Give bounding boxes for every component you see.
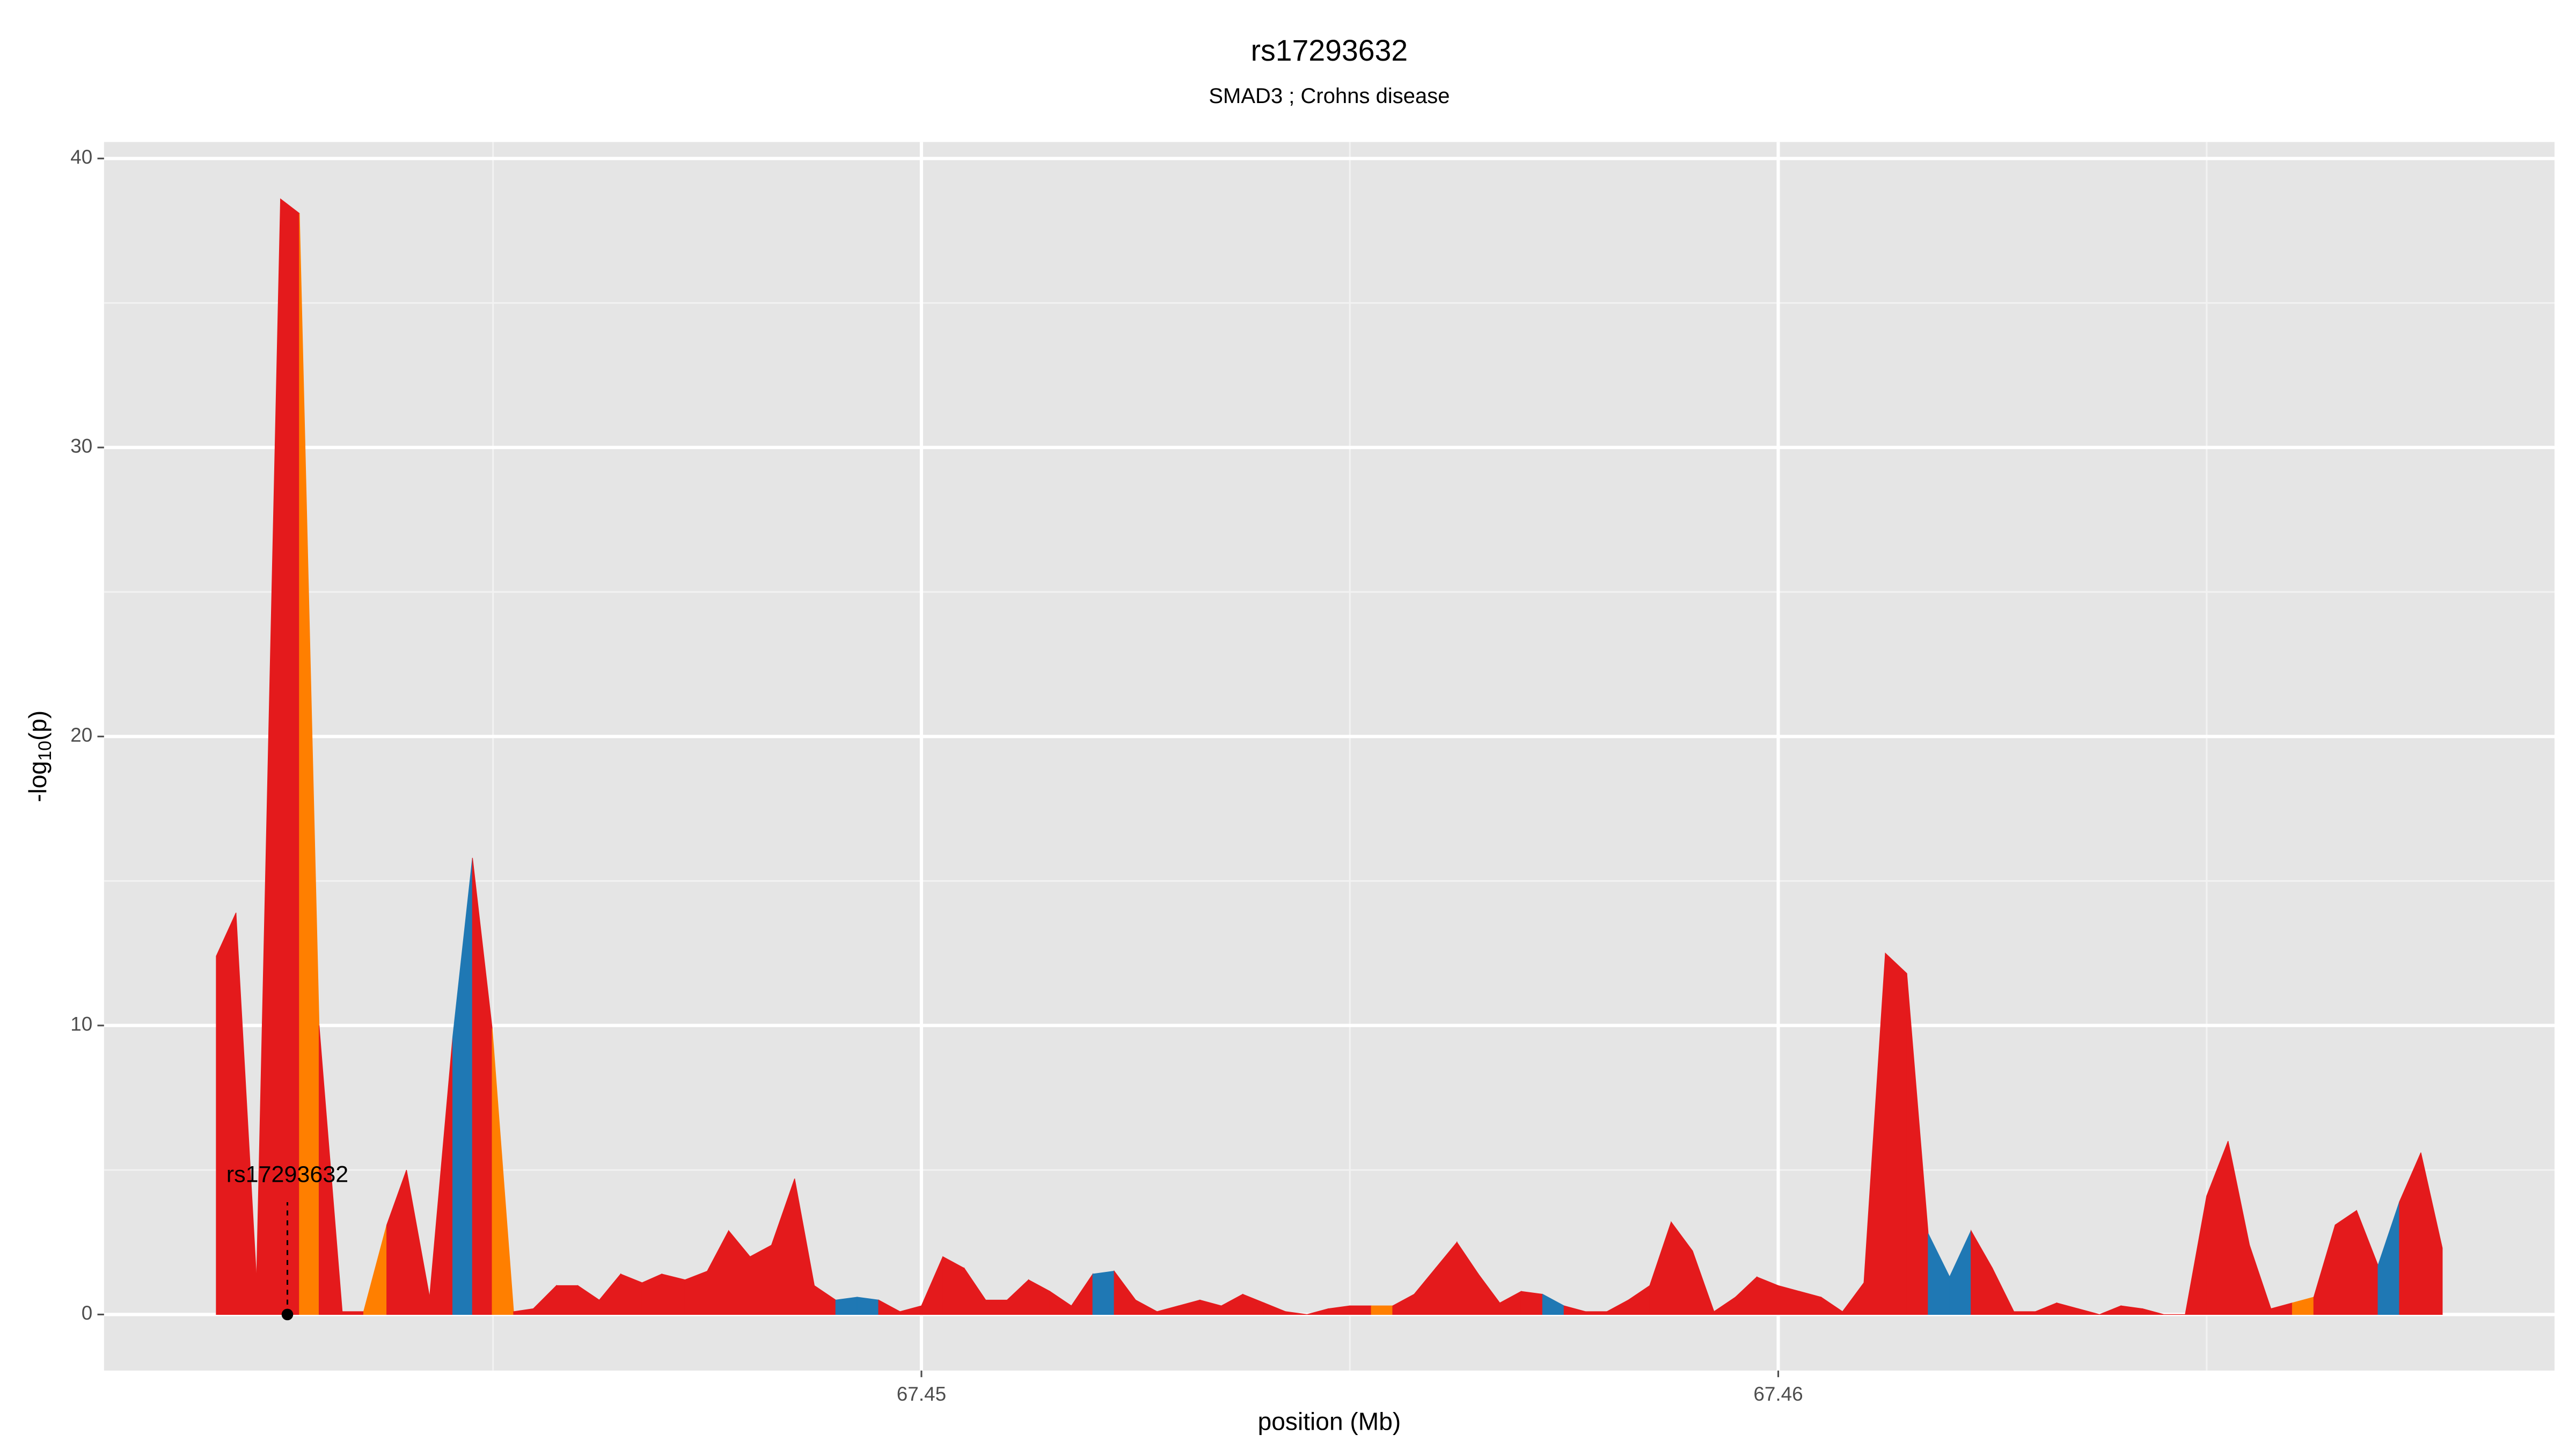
area-segment bbox=[750, 1245, 772, 1315]
area-segment bbox=[661, 1274, 685, 1315]
y-tick-label: 20 bbox=[70, 724, 92, 746]
area-segment bbox=[1349, 1305, 1372, 1315]
area-segment bbox=[985, 1299, 1008, 1315]
area-segment bbox=[1285, 1311, 1307, 1315]
y-tick-label: 30 bbox=[70, 435, 92, 457]
area-segment bbox=[556, 1285, 579, 1315]
y-tick-label: 10 bbox=[70, 1013, 92, 1035]
area-segment bbox=[1885, 952, 1907, 1315]
area-segment bbox=[342, 1311, 364, 1315]
area-segment bbox=[857, 1297, 879, 1315]
x-tick-label: 67.46 bbox=[1753, 1383, 1803, 1405]
area-segment bbox=[216, 912, 237, 1315]
y-tick-label: 0 bbox=[82, 1302, 93, 1324]
area-segment bbox=[1585, 1311, 1607, 1315]
area-segment bbox=[1371, 1305, 1393, 1315]
y-tick-label: 40 bbox=[70, 146, 92, 168]
y-label-subscript: 10 bbox=[35, 741, 55, 761]
area-segment bbox=[1092, 1270, 1115, 1315]
chart-title: rs17293632 bbox=[1251, 34, 1408, 67]
area-segment bbox=[2013, 1311, 2036, 1315]
area-segment bbox=[1520, 1291, 1543, 1315]
area-segment bbox=[2334, 1210, 2357, 1315]
x-tick-label: 67.45 bbox=[897, 1383, 946, 1405]
area-segment bbox=[2142, 1308, 2164, 1315]
plot-background bbox=[104, 142, 2555, 1371]
annotation-point bbox=[281, 1308, 294, 1321]
area-segment bbox=[2077, 1308, 2100, 1315]
y-label-part: -log bbox=[24, 761, 52, 802]
y-axis-label: -log10(p) bbox=[24, 711, 55, 802]
annotation-label: rs17293632 bbox=[226, 1161, 348, 1187]
chart-subtitle: SMAD3 ; Crohns disease bbox=[1209, 84, 1450, 108]
area-segment bbox=[835, 1297, 858, 1315]
area-segment bbox=[2420, 1152, 2443, 1315]
area-segment bbox=[280, 198, 300, 1315]
y-label-part: (p) bbox=[24, 711, 52, 741]
x-axis-label: position (Mb) bbox=[1258, 1407, 1401, 1435]
